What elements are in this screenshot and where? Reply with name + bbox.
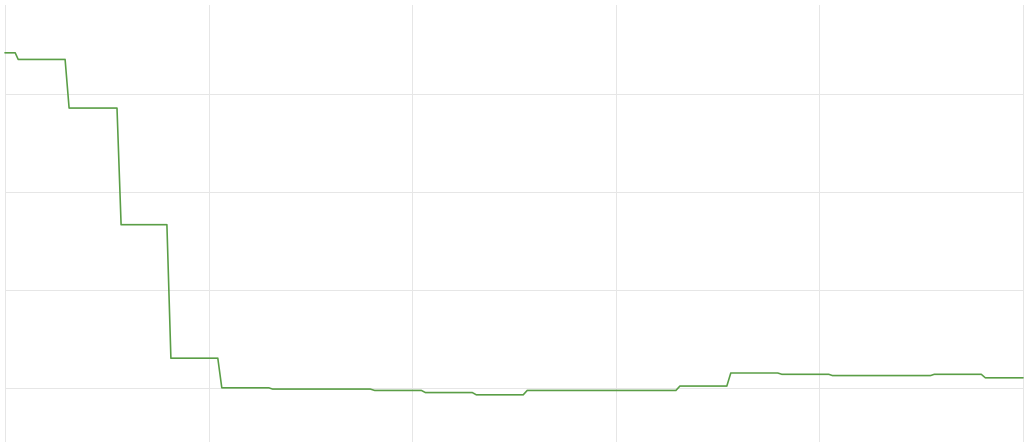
- step-line-chart: [0, 0, 1028, 442]
